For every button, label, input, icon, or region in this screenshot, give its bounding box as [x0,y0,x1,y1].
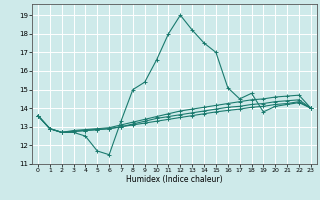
X-axis label: Humidex (Indice chaleur): Humidex (Indice chaleur) [126,175,223,184]
